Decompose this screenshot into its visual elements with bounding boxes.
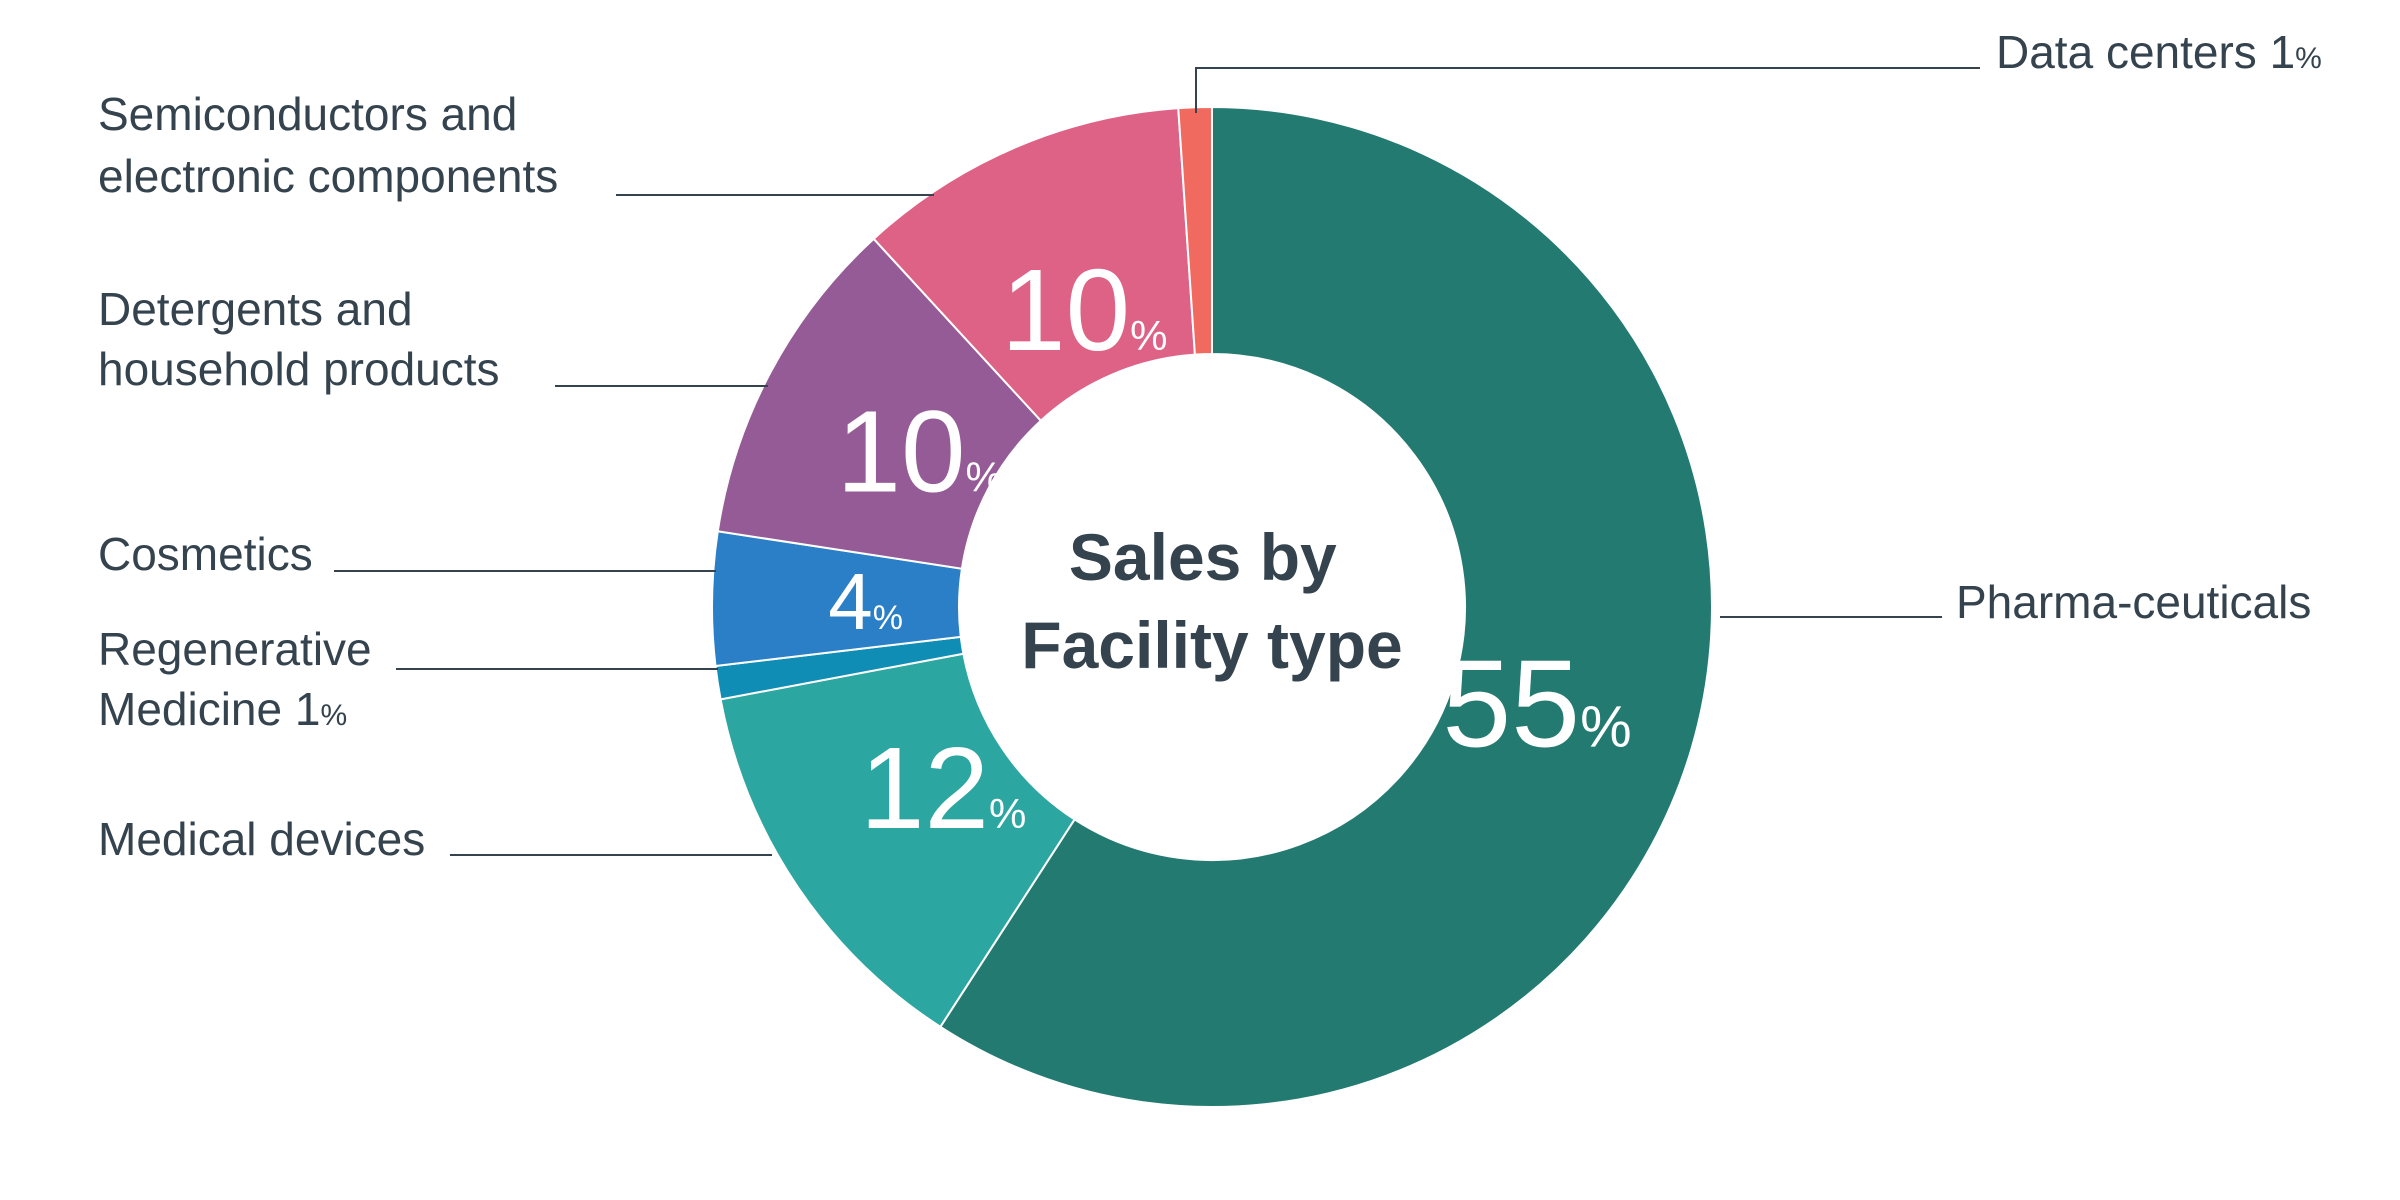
category-label-unit: % (2295, 42, 2322, 75)
value-number: 12 (860, 723, 989, 853)
slice-pharma-ceuticals (939, 105, 1713, 1108)
category-label-medical-devices: Medical devices (98, 813, 425, 865)
value-unit: % (873, 599, 903, 637)
category-label-semiconductors-and-electronic-components: Semiconductors and electronic components (98, 88, 558, 202)
value-number: 55 (1442, 635, 1580, 773)
value-unit: % (1130, 312, 1167, 359)
outer-labels-group: Pharma-ceuticals Medical devices Regenerat… (98, 26, 2322, 865)
leader-line-data-centers (1195, 67, 1980, 113)
inner-value-labels-group: 55%12%4%10%10% (828, 245, 1631, 853)
value-label-cosmetics: 4% (828, 557, 903, 646)
value-number: 10 (836, 387, 965, 517)
category-label-data-centers: Data centers 1% (1996, 26, 2322, 78)
value-number: 10 (1001, 245, 1130, 375)
category-label-regenerative-medicine: Regenerative Medicine 1% (98, 623, 372, 735)
category-label-detergents-and-household-products: Detergents and household products (98, 283, 500, 395)
category-label-line: Regenerative (98, 623, 372, 675)
center-title-line-2: Facility type (1021, 608, 1402, 682)
category-label-line: Detergents and (98, 283, 413, 335)
slice-detergents-and-household-products (716, 237, 1043, 570)
slice-semiconductors-and-electronic-components (872, 107, 1196, 423)
value-number: 4 (828, 557, 873, 646)
category-label-line: household products (98, 343, 500, 395)
slice-medical-devices (719, 652, 1076, 1029)
category-label-line: Medicine 1 (98, 683, 320, 735)
category-label-cosmetics: Cosmetics (98, 528, 313, 580)
category-label-line: Cosmetics (98, 528, 313, 580)
category-label-line: Data centers 1 (1996, 26, 2295, 78)
value-label-medical-devices: 12% (860, 723, 1026, 853)
slices-group (711, 105, 1713, 1108)
value-label-pharma-ceuticals: 55% (1442, 635, 1632, 773)
category-label-line: Medical devices (98, 813, 425, 865)
value-unit: % (1580, 694, 1632, 759)
category-label-pharma-ceuticals: Pharma-ceuticals (1956, 576, 2311, 628)
value-label-semiconductors-and-electronic-components: 10% (1001, 245, 1167, 375)
value-label-detergents-and-household-products: 10% (836, 387, 1002, 517)
value-unit: % (965, 454, 1002, 501)
category-label-line: electronic components (98, 150, 558, 202)
center-title-line-1: Sales by (1069, 520, 1337, 594)
slice-data-centers (1177, 105, 1213, 356)
value-unit: % (989, 790, 1026, 837)
category-label-unit: % (320, 699, 347, 732)
category-label-line: Semiconductors and (98, 88, 517, 140)
leader-lines-group (334, 67, 1980, 856)
center-title: Sales by Facility type (1021, 520, 1402, 682)
category-label-line: Pharma-ceuticals (1956, 576, 2311, 628)
